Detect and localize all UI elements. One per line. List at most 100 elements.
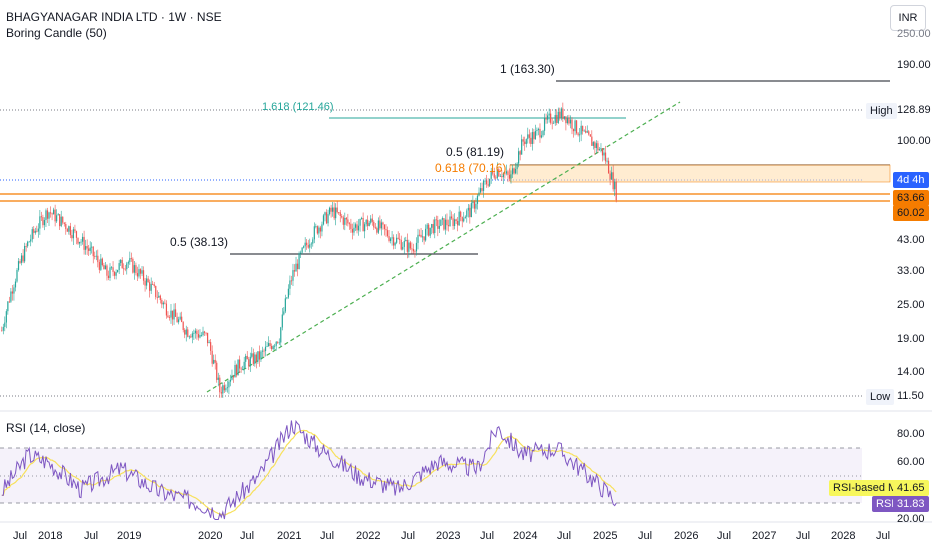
candle-body [298,253,300,270]
candle-body [368,222,370,227]
currency-button[interactable]: INR [890,5,926,31]
candle-body [138,269,140,277]
time-tick: 2024 [513,530,538,542]
candle-body [303,246,305,248]
candle-body [615,181,617,201]
candle-body [469,207,471,218]
candle-body [518,151,520,164]
candle-body [174,309,177,317]
candle-body [399,238,401,240]
candle-body [234,365,236,378]
candle-body [225,388,227,391]
time-tick: 2021 [277,530,302,542]
candle-body [530,137,532,144]
candle-body [432,224,434,234]
candle-body [33,229,35,233]
candle-body [606,160,608,162]
rsi-indicator-label[interactable]: RSI (14, close) [6,421,86,435]
time-tick: Jul [716,530,732,542]
candle-body [211,350,213,364]
candle-body [242,369,244,371]
candle-body [133,265,136,273]
candle-body [109,267,111,278]
candle-body [132,258,134,273]
candle-body [235,365,238,376]
chart-title[interactable]: BHAGYANAGAR INDIA LTD · 1W · NSE [6,10,222,24]
candle-body [8,301,10,303]
candle-body [7,301,9,312]
candle-body [184,330,186,335]
candle-body [338,212,340,214]
candle-body [255,354,257,362]
candle-body [252,353,254,364]
rsi-ma-value: 41.65 [893,480,929,496]
fib-zone[interactable] [509,164,891,183]
candle-body [66,229,68,232]
candle-body [165,303,168,316]
candle-body [199,335,201,338]
candle-body [275,341,277,346]
candle-body [373,221,375,228]
candle-body [591,136,593,146]
candle-body [126,263,128,270]
candle-body [208,342,210,344]
candle-body [415,242,418,252]
candle-body [374,227,376,229]
candle-body [31,229,33,240]
candle-body [25,246,27,247]
rsi-line [1,419,617,520]
candle-body [344,217,346,225]
candle-body [117,269,119,273]
candle-body [153,284,155,286]
price-tick: 190.00 [897,59,931,71]
candle-body [554,115,556,123]
candle-body [292,270,294,281]
candle-body [46,210,49,219]
candle-body [188,336,190,338]
rsi-value: 31.83 [893,496,929,512]
candle-body [551,122,553,124]
candle-body [216,362,218,380]
candle-body [397,237,399,239]
candle-body [370,218,372,223]
candle-body [81,236,84,242]
candle-body [440,219,442,226]
candle-body [272,346,274,350]
candle-body [482,180,485,191]
candle-body [498,169,500,177]
candle-body [286,297,288,299]
candle-body [170,310,172,318]
countdown-tag: 4d 4h [893,172,929,188]
candle-body [248,359,250,367]
trendline[interactable] [206,101,681,393]
candle-body [589,134,591,137]
candle-body [609,173,611,180]
candle-body [161,299,163,305]
candle-body [547,115,549,120]
candle-body [580,125,582,135]
candle-body [350,223,352,230]
fib-1618-label: 1.618 (121.46) [262,101,334,113]
candle-body [408,242,410,252]
candle-body [48,212,50,219]
candle-body [330,207,332,212]
candle-body [251,353,253,357]
price-tick: 250.00 [897,28,931,40]
candle-body [318,227,320,234]
candle-body [365,219,367,225]
candlestick-series [1,102,617,399]
candle-body [412,248,415,252]
candle-body [426,224,428,229]
candle-body [531,132,533,144]
candle-body [328,207,331,215]
candle-body [135,265,137,274]
candle-body [123,268,125,270]
candle-body [281,314,283,328]
candle-body [267,343,270,347]
candle-body [579,134,581,136]
time-tick: Jul [400,530,416,542]
candle-body [24,246,26,262]
candle-body [411,248,413,250]
indicator-label[interactable]: Boring Candle (50) [6,26,107,40]
